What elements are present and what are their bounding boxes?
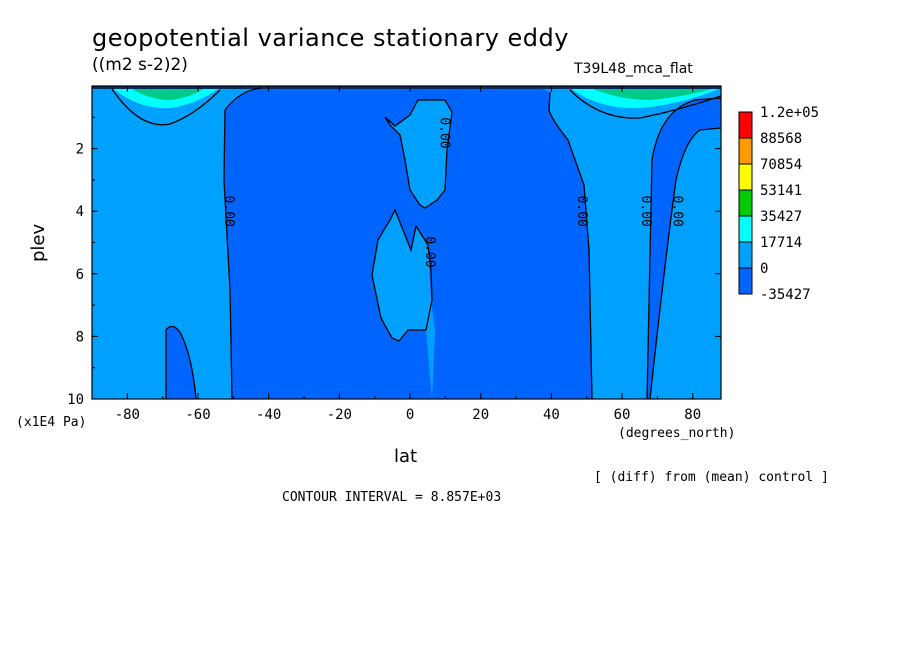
legend-swatch <box>738 163 753 191</box>
x-tick-label: 20 <box>472 407 489 423</box>
x-tick-label: 60 <box>614 407 631 423</box>
contour-line <box>646 97 722 400</box>
x-axis-label: lat <box>394 446 418 467</box>
run-id: T39L48_mca_flat <box>574 61 693 77</box>
x-tick-label: -80 <box>115 407 140 423</box>
x-tick-label: 80 <box>684 407 701 423</box>
x-tick-label: -20 <box>327 407 352 423</box>
x-tick-label: -40 <box>256 407 281 423</box>
contour-line <box>165 325 197 400</box>
contour-label: 0.00 <box>638 196 653 227</box>
contour-line <box>649 127 722 400</box>
chart-title: geopotential variance stationary eddy <box>92 24 569 52</box>
chart-units: ((m2 s-2)2) <box>92 55 188 75</box>
contour-label: 0.00 <box>574 196 589 227</box>
legend-swatch <box>738 267 753 295</box>
contour-label-group: 0.00 <box>670 196 685 227</box>
negative-region-north-core <box>647 98 721 399</box>
legend-swatch <box>738 215 753 243</box>
contour-line <box>569 89 722 119</box>
contour-label: 0.00 <box>221 196 236 227</box>
y-tick-label: 10 <box>67 392 84 408</box>
polar-max-south-core <box>130 88 205 100</box>
y-tick-label: 2 <box>76 142 84 158</box>
x-tick-label: 40 <box>543 407 560 423</box>
legend-level-label: 1.2e+05 <box>760 105 819 121</box>
contour-interval-note: CONTOUR INTERVAL = 8.857E+03 <box>282 490 502 505</box>
contour-label-group: 0.00 <box>422 236 437 267</box>
positive-region-midlevel-tongue <box>385 100 452 208</box>
color-legend: 1.2e+05 88568 70854 53141 35427 17714 0 -35427 <box>738 105 819 303</box>
legend-swatch <box>738 111 753 139</box>
contour-line <box>384 99 453 209</box>
contour-label-group: 0.00 <box>574 196 589 227</box>
contour-label-group: 0.00 <box>221 196 236 227</box>
y-tick-label: 4 <box>76 204 84 220</box>
polar-max-north-core <box>590 88 715 100</box>
legend-level-label: 35427 <box>760 209 802 225</box>
contour-label-group: 0.00 <box>638 196 653 227</box>
plot-area <box>91 85 722 400</box>
contour-lines <box>111 87 722 400</box>
axes: -80 -60 -40 -20 0 20 40 60 80 2 4 6 8 10 <box>67 86 721 423</box>
legend-level-label: 53141 <box>760 183 802 199</box>
comparison-note: [ (diff) from (mean) control ] <box>594 470 829 485</box>
negative-region-south-core <box>166 326 196 399</box>
contour-line <box>371 208 433 342</box>
contour-label-group: 0.00 <box>436 117 451 148</box>
contour-line <box>111 88 221 126</box>
contour-label: 0.00 <box>670 196 685 227</box>
contour-label: 0.00 <box>422 236 437 267</box>
legend-level-label: 70854 <box>760 157 802 173</box>
legend-level-label: 0 <box>760 261 768 277</box>
top-edge-band <box>92 86 721 89</box>
legend-swatch <box>738 189 753 217</box>
contour-labels: 0.00 0.00 0.00 0.00 0.00 0.00 <box>221 117 685 267</box>
y-axis-units: (x1E4 Pa) <box>16 415 87 430</box>
legend-level-label: -35427 <box>760 287 811 303</box>
y-tick-label: 8 <box>76 329 84 345</box>
contour-line <box>548 91 593 400</box>
legend-level-label: 88568 <box>760 131 802 147</box>
y-tick-label: 6 <box>76 267 84 283</box>
negative-region-central-trough <box>224 88 592 399</box>
legend-swatch <box>738 137 753 165</box>
legend-level-label: 17714 <box>760 235 802 251</box>
contour-label: 0.00 <box>436 117 451 148</box>
x-axis-units: (degrees_north) <box>618 426 736 441</box>
x-tick-label: 0 <box>406 407 414 423</box>
legend-swatch <box>738 241 753 269</box>
contour-line <box>223 87 263 400</box>
x-tick-label: -60 <box>185 407 210 423</box>
